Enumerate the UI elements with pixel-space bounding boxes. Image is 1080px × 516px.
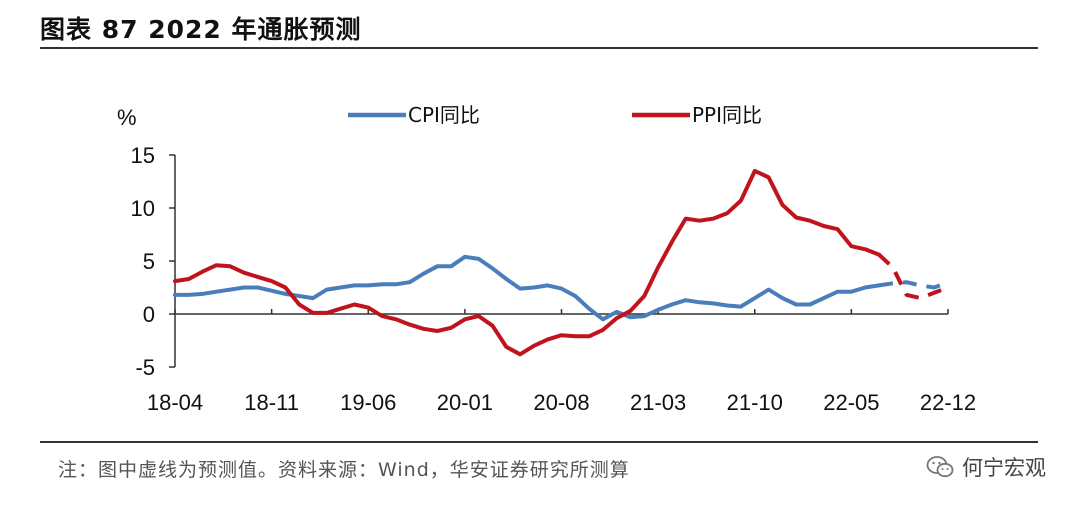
x-tick-label: 18-04 [147, 390, 203, 415]
line-chart: 15 10 5 0 -5% 18-04 18-11 19-06 20-01 20-08 21-03 2… [117, 103, 976, 415]
x-tick-label: 20-01 [437, 390, 493, 415]
wechat-icon [926, 456, 954, 478]
y-tick-label: -5 [135, 355, 155, 380]
brand-watermark: 何宁宏观 [926, 452, 1046, 482]
ppi-line [173, 168, 881, 357]
y-tick-label: 15 [131, 143, 155, 168]
x-tick-label: 22-05 [823, 390, 879, 415]
legend-ppi-label: PPI同比 [692, 103, 762, 127]
y-tick-label: 10 [131, 196, 155, 221]
x-tick-label: 19-06 [340, 390, 396, 415]
top-divider [40, 47, 1038, 49]
cpi-forecast-line [878, 280, 949, 290]
x-tick-label: 22-12 [920, 390, 976, 415]
y-tick-label: 0 [143, 302, 155, 327]
x-tick-label: 21-10 [727, 390, 783, 415]
chart-title: 图表 87 2022 年通胀预测 [40, 15, 362, 44]
chart-lines [173, 168, 949, 357]
x-tick-label: 21-03 [630, 390, 686, 415]
legend-cpi-label: CPI同比 [408, 103, 480, 127]
chart-axes: 15 10 5 0 -5% 18-04 18-11 19-06 20-01 20-08 21-03 2… [117, 105, 976, 415]
brand-name: 何宁宏观 [962, 456, 1046, 480]
y-tick-label: 5 [143, 249, 155, 274]
ppi-forecast-line [877, 253, 949, 301]
cpi-line [173, 254, 881, 322]
x-tick-label: 20-08 [533, 390, 589, 415]
chart-legend: CPI同比 PPI同比 [348, 103, 762, 127]
source-note: 注：图中虚线为预测值。资料来源：Wind，华安证券研究所测算 [58, 459, 630, 481]
y-axis-unit: % [117, 105, 137, 130]
bottom-divider [40, 441, 1038, 443]
x-tick-label: 18-11 [244, 390, 299, 415]
